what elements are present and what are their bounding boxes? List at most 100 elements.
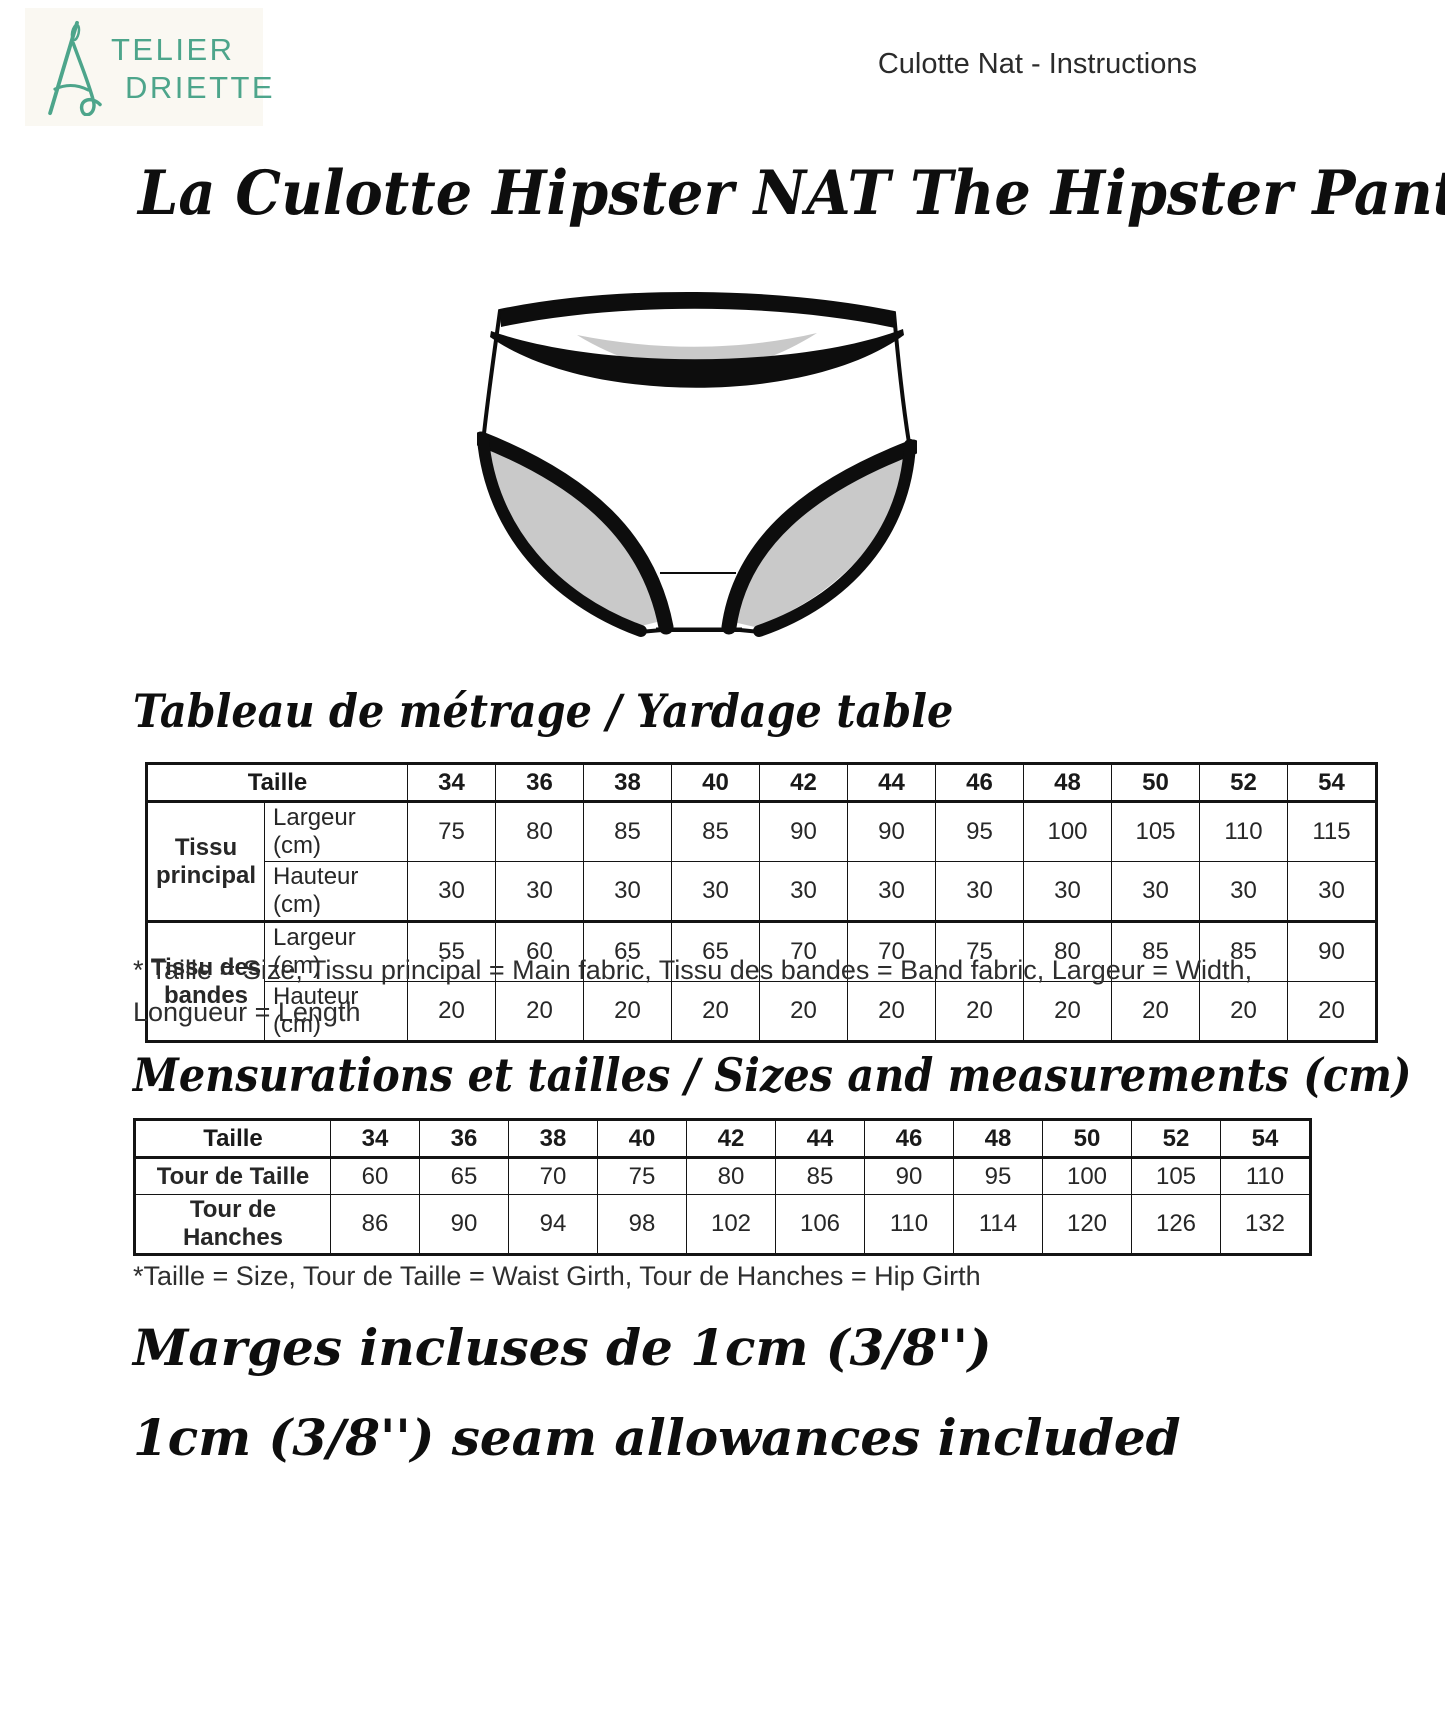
yardage-value: 60 <box>495 920 584 982</box>
table-header-row: Taille 34 36 38 40 42 44 46 48 50 52 54 <box>146 763 1377 803</box>
measurement-value: 110 <box>1220 1157 1311 1195</box>
yardage-value: 20 <box>759 981 848 1042</box>
size-header-cell: 36 <box>495 763 584 803</box>
brand-name-line2: DRIETTE <box>125 70 276 105</box>
size-header-cell: 54 <box>1220 1119 1311 1159</box>
table-row: Tissu des bandes Largeur (cm) 55 60 65 65 70 70… <box>146 920 1377 1042</box>
yardage-note: * Taille = Size, Tissu principal = Main … <box>133 955 1253 1027</box>
measurement-value: 114 <box>953 1194 1043 1255</box>
yardage-value: 90 <box>1287 920 1377 982</box>
yardage-value: 30 <box>583 861 672 922</box>
left-leg-trim <box>477 431 674 635</box>
size-header-cell: 44 <box>847 763 936 803</box>
waistband-top-edge <box>500 293 895 328</box>
measurement-value: 126 <box>1131 1194 1221 1255</box>
hipster-panties-illustration <box>477 292 917 637</box>
yardage-value: 85 <box>1199 920 1288 982</box>
size-corner-label: Taille <box>134 1119 331 1159</box>
yardage-value: 90 <box>847 801 936 862</box>
measure-label: Largeur (cm) <box>264 920 408 982</box>
yardage-value: 85 <box>583 801 672 862</box>
size-header-cell: 34 <box>330 1119 420 1159</box>
size-header-cell: 48 <box>1023 763 1112 803</box>
yardage-value: 30 <box>1199 861 1288 922</box>
yardage-value: 30 <box>1023 861 1112 922</box>
yardage-value: 30 <box>671 861 760 922</box>
yardage-value: 95 <box>935 801 1024 862</box>
yardage-value: 20 <box>407 981 496 1042</box>
size-header-cell: 42 <box>686 1119 776 1159</box>
measurement-value: 94 <box>508 1194 598 1255</box>
document-title: Culotte Nat - Instructions <box>877 48 1197 80</box>
needle-thread-A-icon <box>48 20 102 116</box>
measurements-table: Taille 34 36 38 40 42 44 46 48 50 52 54 Tour de Tail… <box>133 1118 1312 1256</box>
yardage-value: 90 <box>759 801 848 862</box>
yardage-value: 100 <box>1023 801 1112 862</box>
measurement-value: 120 <box>1042 1194 1132 1255</box>
yardage-value: 85 <box>671 801 760 862</box>
yardage-value: 75 <box>407 801 496 862</box>
size-header-cell: 46 <box>935 763 1024 803</box>
right-outer-edge <box>753 439 916 637</box>
table-header-row: Taille 34 36 38 40 42 44 46 48 50 52 54 <box>134 1119 1311 1159</box>
yardage-value: 20 <box>1199 981 1288 1042</box>
measurement-value: 86 <box>330 1194 420 1255</box>
yardage-value: 30 <box>1111 861 1200 922</box>
size-header-cell: 40 <box>597 1119 687 1159</box>
yardage-value: 20 <box>935 981 1024 1042</box>
measurement-value: 80 <box>686 1157 776 1195</box>
measurement-value: 60 <box>330 1157 420 1195</box>
measurement-value: 132 <box>1220 1194 1311 1255</box>
yardage-value: 30 <box>935 861 1024 922</box>
yardage-value: 80 <box>495 801 584 862</box>
measure-label: Hauteur (cm) <box>264 981 408 1042</box>
yardage-value: 20 <box>495 981 584 1042</box>
yardage-value: 20 <box>583 981 672 1042</box>
table-row: Hauteur (cm) 30 30 30 30 30 30 30 30 30 30 30 <box>147 861 1377 922</box>
fabric-group-label: Tissu principal <box>146 801 265 922</box>
measurement-value: 102 <box>686 1194 776 1255</box>
table-row: Hauteur (cm) 20 20 20 20 20 20 20 20 20 20 20 <box>147 981 1377 1042</box>
measure-label: Hauteur (cm) <box>264 861 408 922</box>
left-outer-edge <box>477 433 647 637</box>
size-header-cell: 42 <box>759 763 848 803</box>
page-title: La Culotte Hipster NAT The Hipster Panti… <box>138 158 1445 229</box>
measurements-heading: Mensurations et tailles / Sizes and meas… <box>133 1048 1412 1102</box>
size-header-cell: 40 <box>671 763 760 803</box>
yardage-heading: Tableau de métrage / Yardage table <box>133 684 954 738</box>
table-row: Tour de Hanches 86 90 94 98 102 106 110 114 120 12… <box>134 1194 1311 1255</box>
yardage-value: 85 <box>1111 920 1200 982</box>
measurement-value: 100 <box>1042 1157 1132 1195</box>
size-header-cell: 38 <box>583 763 672 803</box>
yardage-value: 115 <box>1287 801 1377 862</box>
size-header-cell: 48 <box>953 1119 1043 1159</box>
seam-allowance-fr: Marges incluses de 1cm (3/8'') <box>133 1318 992 1377</box>
brand-logo: TELIER DRIETTE <box>25 8 273 126</box>
waistband-front-band <box>490 329 904 388</box>
size-header-cell: 52 <box>1131 1119 1221 1159</box>
measurement-value: 98 <box>597 1194 687 1255</box>
yardage-value: 30 <box>847 861 936 922</box>
measurement-value: 95 <box>953 1157 1043 1195</box>
size-header-cell: 38 <box>508 1119 598 1159</box>
right-leg-shade <box>729 453 909 627</box>
measurement-row-label: Tour de Hanches <box>134 1194 331 1255</box>
size-header-cell: 50 <box>1042 1119 1132 1159</box>
brand-name-line1: TELIER <box>111 32 235 67</box>
yardage-value: 55 <box>407 920 496 982</box>
yardage-table: Taille 34 36 38 40 42 44 46 48 50 52 54 Tissu princi… <box>145 762 1378 1043</box>
measurement-value: 65 <box>419 1157 509 1195</box>
measurement-value: 110 <box>864 1194 954 1255</box>
size-header-cell: 34 <box>407 763 496 803</box>
yardage-value: 30 <box>759 861 848 922</box>
measurement-value: 70 <box>508 1157 598 1195</box>
size-header-cell: 54 <box>1287 763 1377 803</box>
table-row: Tissu principal Largeur (cm) 75 80 85 85 90 90 9… <box>146 801 1377 922</box>
yardage-value: 20 <box>671 981 760 1042</box>
measurement-value: 90 <box>864 1157 954 1195</box>
yardage-value: 65 <box>583 920 672 982</box>
yardage-value: 70 <box>847 920 936 982</box>
yardage-value: 110 <box>1199 801 1288 862</box>
yardage-value: 20 <box>1287 981 1377 1042</box>
